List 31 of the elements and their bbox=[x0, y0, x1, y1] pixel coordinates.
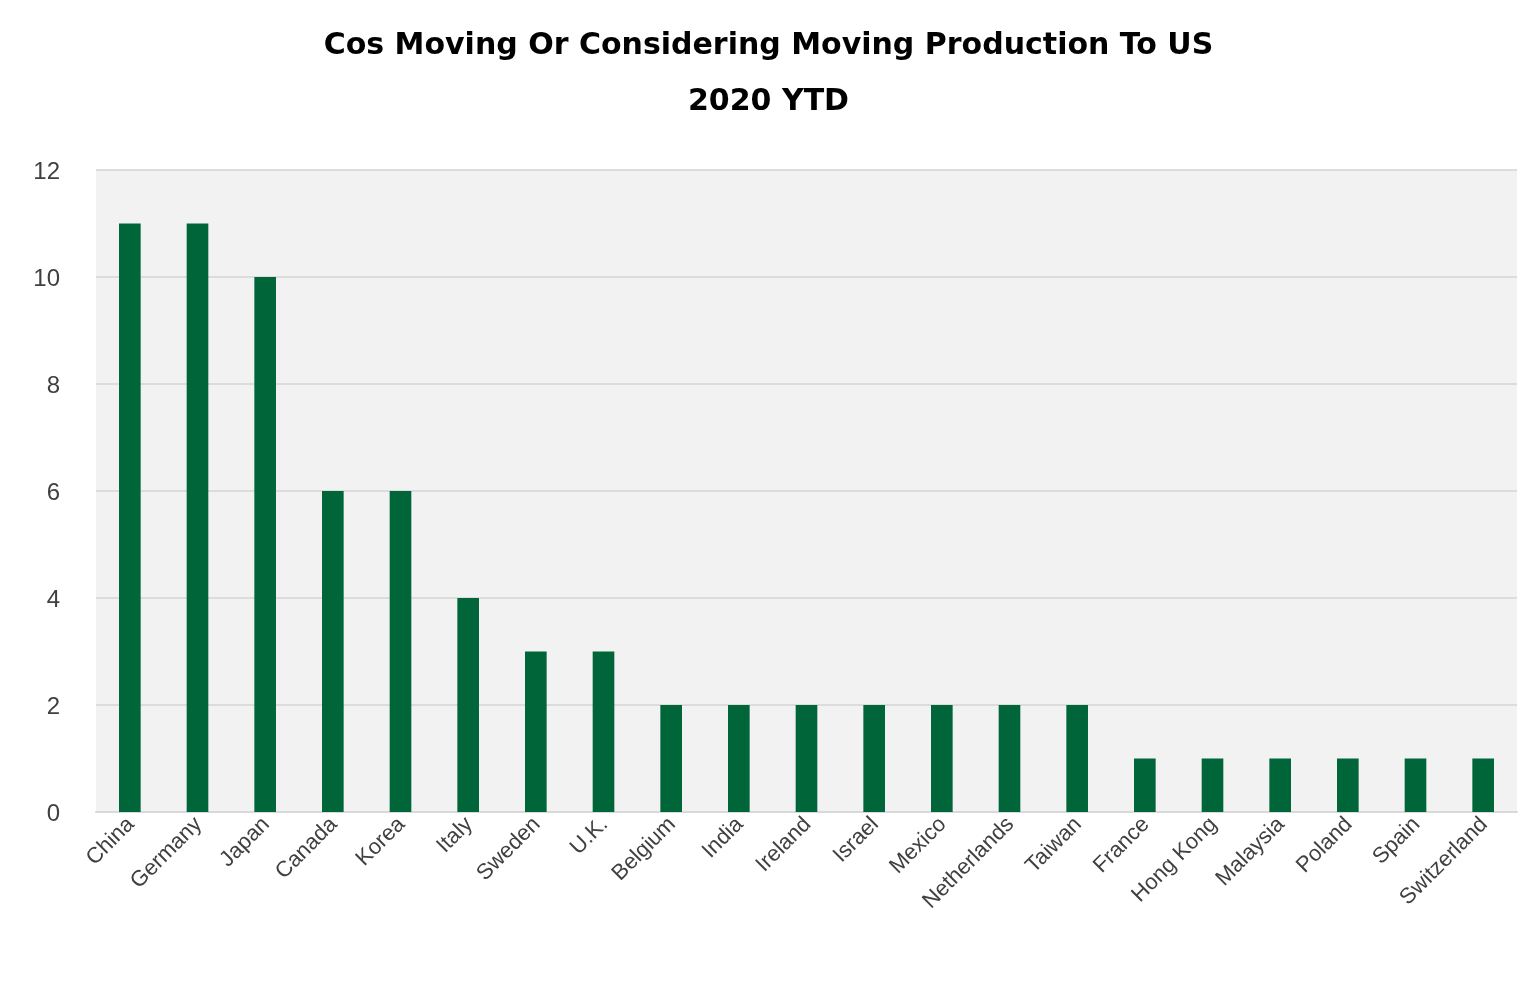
bar bbox=[998, 705, 1021, 812]
bar bbox=[525, 651, 547, 812]
bar bbox=[1472, 758, 1494, 812]
bar bbox=[1337, 758, 1359, 812]
y-tick-label: 6 bbox=[46, 477, 60, 505]
bar bbox=[389, 491, 412, 812]
bar bbox=[457, 598, 479, 812]
y-tick-label: 4 bbox=[46, 584, 60, 612]
bar bbox=[863, 705, 885, 812]
bar bbox=[1404, 758, 1427, 812]
bar bbox=[1066, 705, 1088, 812]
y-tick-label: 0 bbox=[46, 798, 60, 826]
y-tick-label: 8 bbox=[46, 370, 60, 398]
bar bbox=[660, 705, 682, 812]
bar bbox=[322, 491, 344, 812]
bar bbox=[1134, 758, 1156, 812]
y-tick-label: 10 bbox=[33, 263, 60, 291]
bar bbox=[119, 223, 141, 812]
bar bbox=[728, 705, 750, 812]
x-tick-label: U.K. bbox=[564, 811, 613, 860]
y-tick-label: 2 bbox=[46, 691, 60, 719]
bar bbox=[795, 705, 818, 812]
bar bbox=[1269, 758, 1291, 812]
bar bbox=[186, 223, 209, 812]
bar bbox=[592, 651, 615, 812]
chart-title: Cos Moving Or Considering Moving Production To US 2020 YTD bbox=[323, 25, 1214, 117]
y-tick-label: 12 bbox=[33, 156, 60, 184]
bar bbox=[931, 705, 953, 812]
x-tick-label: Italy bbox=[430, 811, 478, 858]
bar bbox=[1201, 758, 1224, 812]
bar bbox=[254, 277, 276, 812]
